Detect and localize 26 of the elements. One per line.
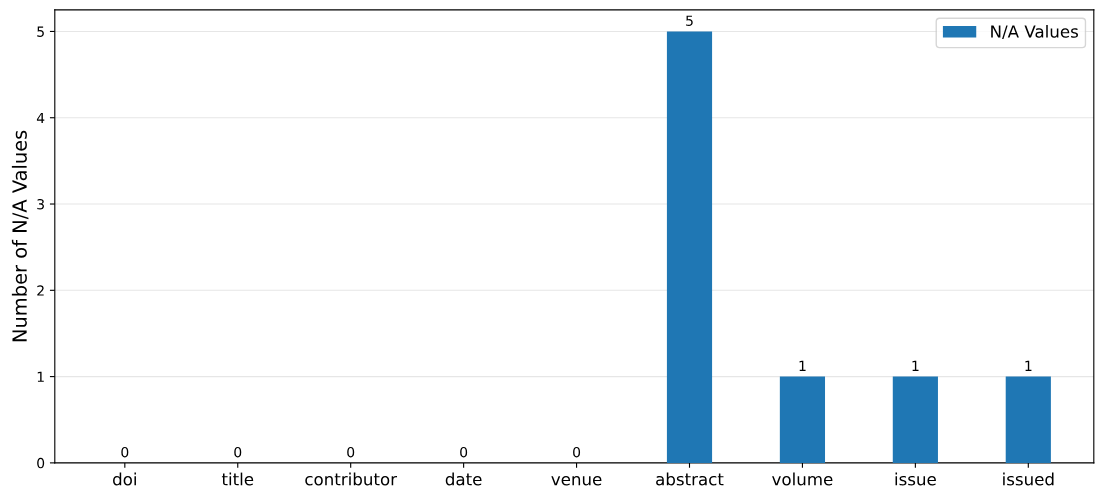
x-tick-label: date — [445, 472, 482, 486]
data-label: 1 — [1025, 360, 1032, 371]
x-tick-label: title — [221, 472, 254, 486]
x-tick-label: doi — [113, 472, 136, 486]
data-label: 1 — [799, 360, 806, 371]
x-tick-label: abstract — [656, 472, 724, 486]
x-tick-label: issue — [895, 472, 936, 486]
x-tick-label: contributor — [305, 472, 398, 486]
y-axis-title: Number of N/A Values — [11, 130, 29, 342]
x-tick-label: volume — [772, 472, 833, 486]
y-tick-label: 2 — [37, 285, 44, 296]
data-label: 0 — [121, 446, 129, 458]
data-label: 0 — [234, 446, 242, 458]
data-label: 0 — [573, 446, 581, 458]
y-tick-label: 1 — [37, 371, 44, 382]
x-tick-label: issued — [1003, 472, 1054, 486]
y-tick-label: 5 — [37, 26, 44, 37]
x-tick-label: venue — [551, 475, 602, 486]
data-label: 0 — [347, 446, 355, 458]
data-label: 5 — [686, 15, 693, 26]
y-tick-label: 4 — [36, 112, 45, 124]
legend-label: N/A Values — [991, 24, 1078, 40]
y-tick-label: 0 — [37, 457, 45, 469]
data-label: 0 — [460, 446, 468, 458]
y-tick-label: 3 — [37, 198, 44, 210]
data-label: 1 — [912, 360, 919, 371]
